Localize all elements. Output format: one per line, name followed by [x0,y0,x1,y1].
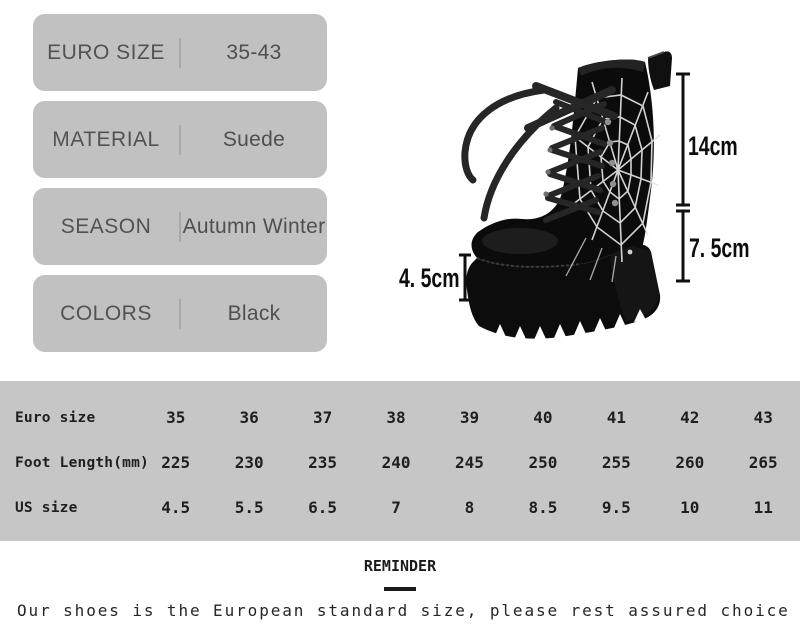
table-cell: 38 [386,408,406,427]
measurement-lines [459,72,690,302]
table-cell: 36 [239,408,259,427]
spec-label: MATERIAL [52,127,160,151]
size-table: Euro size 35 36 37 38 39 40 41 42 43 Foo… [0,381,800,541]
divider [179,124,181,155]
spec-box-season: SEASON Autumn Winter [33,188,327,265]
reminder-title: REMINDER [363,557,437,575]
table-cell: 11 [753,498,773,517]
table-cell: 5.5 [234,498,264,517]
boot-laces [461,82,618,223]
spec-label: EURO SIZE [47,40,165,64]
row-label: US size [15,499,78,516]
spec-box-colors: COLORS Black [33,275,327,352]
table-cell: 6.5 [308,498,338,517]
table-cell: 255 [601,453,631,472]
boot-photo [459,51,690,340]
table-row-foot-length: Foot Length(mm) 225 230 235 240 245 250 … [0,440,800,485]
table-cell: 250 [528,453,558,472]
table-cell: 235 [308,453,338,472]
reminder-text: Our shoes is the European standard size,… [17,601,790,620]
product-specs: EURO SIZE 35-43 MATERIAL Suede SEASON Au… [33,14,327,362]
pull-tab [648,51,672,90]
spec-box-euro-size: EURO SIZE 35-43 [33,14,327,91]
table-cell: 39 [459,408,480,427]
boot-collar [578,59,645,76]
spec-value: 35-43 [226,40,282,64]
table-cell: 260 [675,453,705,472]
spec-box-material: MATERIAL Suede [33,101,327,178]
boot-sole [466,244,661,339]
table-cell: 9.5 [601,498,631,517]
table-cell: 4.5 [161,498,191,517]
row-label: Euro size [15,409,96,426]
spec-value: Autumn Winter [182,214,326,238]
table-cell: 42 [680,408,700,427]
shaft-height-label: 14cm [688,131,738,161]
platform-height-label: 4. 5cm [399,263,460,293]
table-cell: 8 [464,498,475,517]
welt-stitching [476,257,581,268]
sole-tread [494,309,646,340]
divider [179,37,181,68]
divider [179,211,181,242]
pull-tab-edge [647,51,665,59]
table-cell: 8.5 [528,498,558,517]
table-cell: 41 [606,408,626,427]
spec-value: Suede [222,127,286,151]
spider-web [565,77,661,283]
table-cell: 225 [161,453,191,472]
table-cell: 265 [748,453,778,472]
spec-label: COLORS [60,301,152,325]
reminder-underline [384,587,416,591]
table-cell: 7 [391,498,401,517]
table-cell: 40 [533,408,553,427]
spec-label: SEASON [60,214,152,238]
table-cell: 230 [234,453,264,472]
table-cell: 10 [680,498,700,517]
table-row-us-size: US size 4.5 5.5 6.5 7 8 8.5 9.5 10 11 [0,485,800,530]
row-label: Foot Length(mm) [15,454,149,471]
spec-value: Black [227,301,281,325]
table-row-euro-size: Euro size 35 36 37 38 39 40 41 42 43 [0,395,800,440]
boot-heel-face [610,246,659,322]
heel-height-label: 7. 5cm [689,233,750,263]
table-cell: 37 [312,408,333,427]
table-cell: 43 [753,408,773,427]
table-cell: 245 [455,453,484,472]
toe-sheen [482,228,558,254]
divider [179,298,181,329]
table-cell: 240 [381,453,411,472]
table-cell: 35 [166,408,186,427]
lace-eyelets [543,118,619,207]
